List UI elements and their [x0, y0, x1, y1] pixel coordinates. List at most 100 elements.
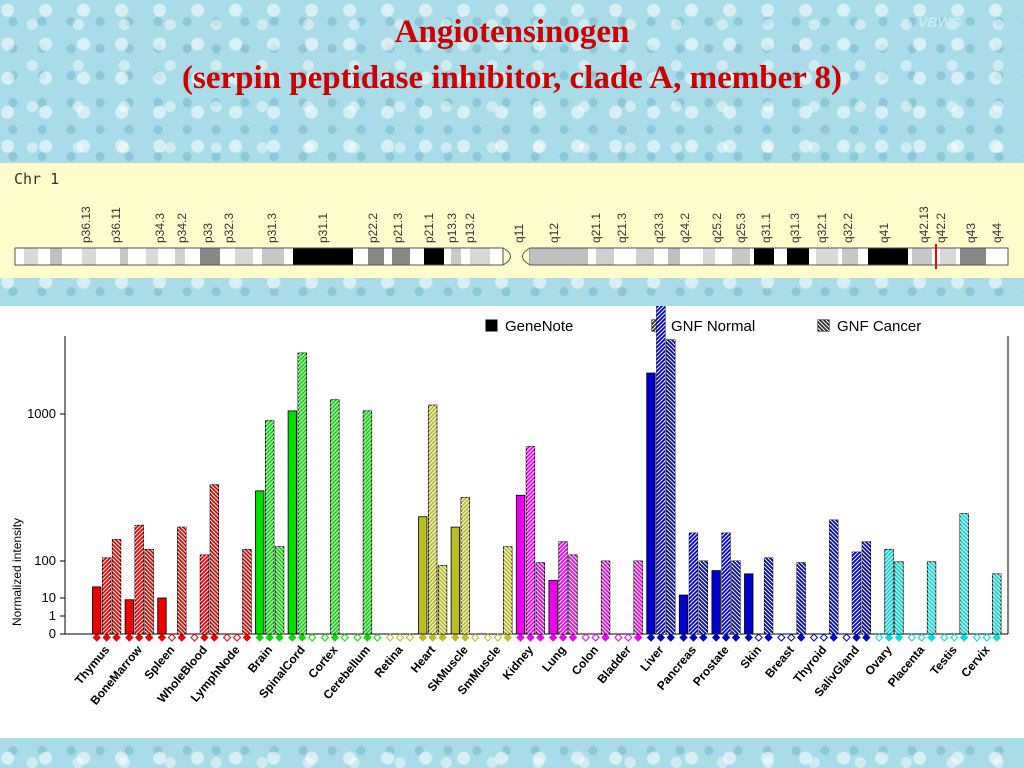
- sample-marker: [959, 633, 969, 642]
- bar: [450, 526, 461, 635]
- bar-hatch: [656, 258, 666, 634]
- category-label: Heart: [408, 643, 438, 676]
- sample-marker: [950, 633, 959, 642]
- chromosome-band: [175, 248, 185, 265]
- sample-marker: [679, 633, 688, 642]
- sample-marker: [135, 633, 144, 642]
- bar-hatch: [275, 546, 284, 634]
- sample-marker: [92, 633, 101, 642]
- sample-marker: [144, 633, 154, 642]
- watermark: VBWG: [918, 14, 962, 30]
- chromosome-band: [392, 248, 410, 265]
- band-label: q32.2: [841, 213, 855, 243]
- y-tick-label: 0: [49, 626, 56, 641]
- sample-marker: [200, 633, 209, 642]
- sample-marker: [483, 633, 493, 642]
- sample-marker: [842, 633, 851, 642]
- category-label: Kidney: [500, 643, 537, 683]
- sample-marker: [601, 633, 610, 642]
- chromosome-band: [530, 248, 588, 265]
- chromosome-band: [842, 248, 858, 265]
- band-label: q31.1: [759, 213, 773, 243]
- sample-marker: [591, 633, 600, 642]
- chromosome-ideogram: Chr 1 p36.13 p36.11 p34.3 p34.2 p33 p32.3 p31.3…: [0, 163, 1024, 278]
- sample-marker: [972, 633, 982, 642]
- bar-hatch: [884, 549, 894, 634]
- sample-marker: [125, 633, 134, 642]
- sample-marker: [451, 633, 460, 642]
- sample-marker: [242, 633, 252, 642]
- sample-marker: [275, 633, 284, 642]
- bar-hatch: [689, 533, 698, 634]
- chromosome-band: [82, 248, 96, 265]
- sample-marker: [288, 633, 297, 642]
- sample-marker: [568, 633, 578, 642]
- sample-marker: [210, 633, 219, 642]
- sample-marker: [503, 633, 512, 642]
- chromosome-band: [146, 248, 158, 265]
- chromosome-band: [235, 248, 253, 265]
- bar-hatch: [601, 561, 610, 634]
- bar-hatch: [363, 410, 372, 634]
- sample-marker: [764, 633, 773, 642]
- chromosome-band: [636, 248, 654, 265]
- sample-marker: [307, 633, 317, 642]
- bar-hatch: [298, 352, 307, 634]
- sample-marker: [265, 633, 274, 642]
- category-label: Ovary: [862, 643, 895, 678]
- sample-marker: [711, 633, 721, 642]
- sample-marker: [907, 633, 916, 642]
- bar-hatch: [699, 561, 708, 634]
- bar: [418, 516, 428, 635]
- sample-marker: [862, 633, 871, 642]
- band-label: q21.1: [589, 213, 603, 243]
- sample-marker: [721, 633, 731, 642]
- sample-marker: [689, 633, 698, 642]
- chromosome-band: [668, 248, 680, 265]
- bar-hatch: [503, 546, 512, 634]
- bar-hatch: [894, 561, 904, 634]
- sample-marker: [112, 633, 121, 642]
- sample-marker: [373, 633, 382, 642]
- sample-marker: [405, 633, 415, 642]
- sample-marker: [829, 633, 838, 642]
- category-label: Prostate: [690, 643, 732, 689]
- bar-hatch: [526, 446, 535, 634]
- bar: [711, 570, 721, 635]
- band-label: p36.11: [109, 207, 123, 243]
- band-label: p22.2: [366, 213, 380, 243]
- band-label: q44: [990, 223, 1004, 243]
- sample-marker: [884, 633, 894, 642]
- chromosome-band: [24, 248, 38, 265]
- band-label: p13.2: [463, 213, 477, 243]
- bar-hatch: [177, 527, 186, 634]
- bar: [157, 597, 167, 635]
- bar-hatch: [536, 562, 545, 634]
- category-label: Bladder: [594, 643, 634, 686]
- sample-marker: [330, 633, 340, 642]
- legend-label: GNF Normal: [671, 318, 755, 335]
- category-label: Colon: [569, 643, 602, 678]
- chromosome-band: [200, 248, 220, 265]
- band-label: p13.3: [445, 213, 459, 243]
- band-label: q24.2: [678, 213, 692, 243]
- sample-marker: [927, 633, 936, 642]
- chromosome-band: [368, 248, 384, 265]
- bar-hatch: [558, 541, 568, 634]
- chromosome-label: Chr 1: [14, 170, 59, 188]
- sample-marker: [353, 633, 362, 642]
- band-label: q21.3: [615, 213, 629, 243]
- band-label: q31.3: [788, 213, 802, 243]
- sample-marker: [470, 633, 480, 642]
- centromere: [502, 247, 531, 266]
- sample-marker: [232, 633, 242, 642]
- band-label: p34.3: [153, 213, 167, 243]
- sample-marker: [744, 633, 753, 642]
- band-label: p32.3: [222, 213, 236, 243]
- chromosome-band: [912, 248, 932, 265]
- sample-marker: [633, 633, 643, 642]
- chromosome-band: [816, 248, 838, 265]
- band-label: q41: [877, 223, 891, 243]
- category-label: Skin: [737, 643, 764, 671]
- bar-hatch: [242, 549, 252, 634]
